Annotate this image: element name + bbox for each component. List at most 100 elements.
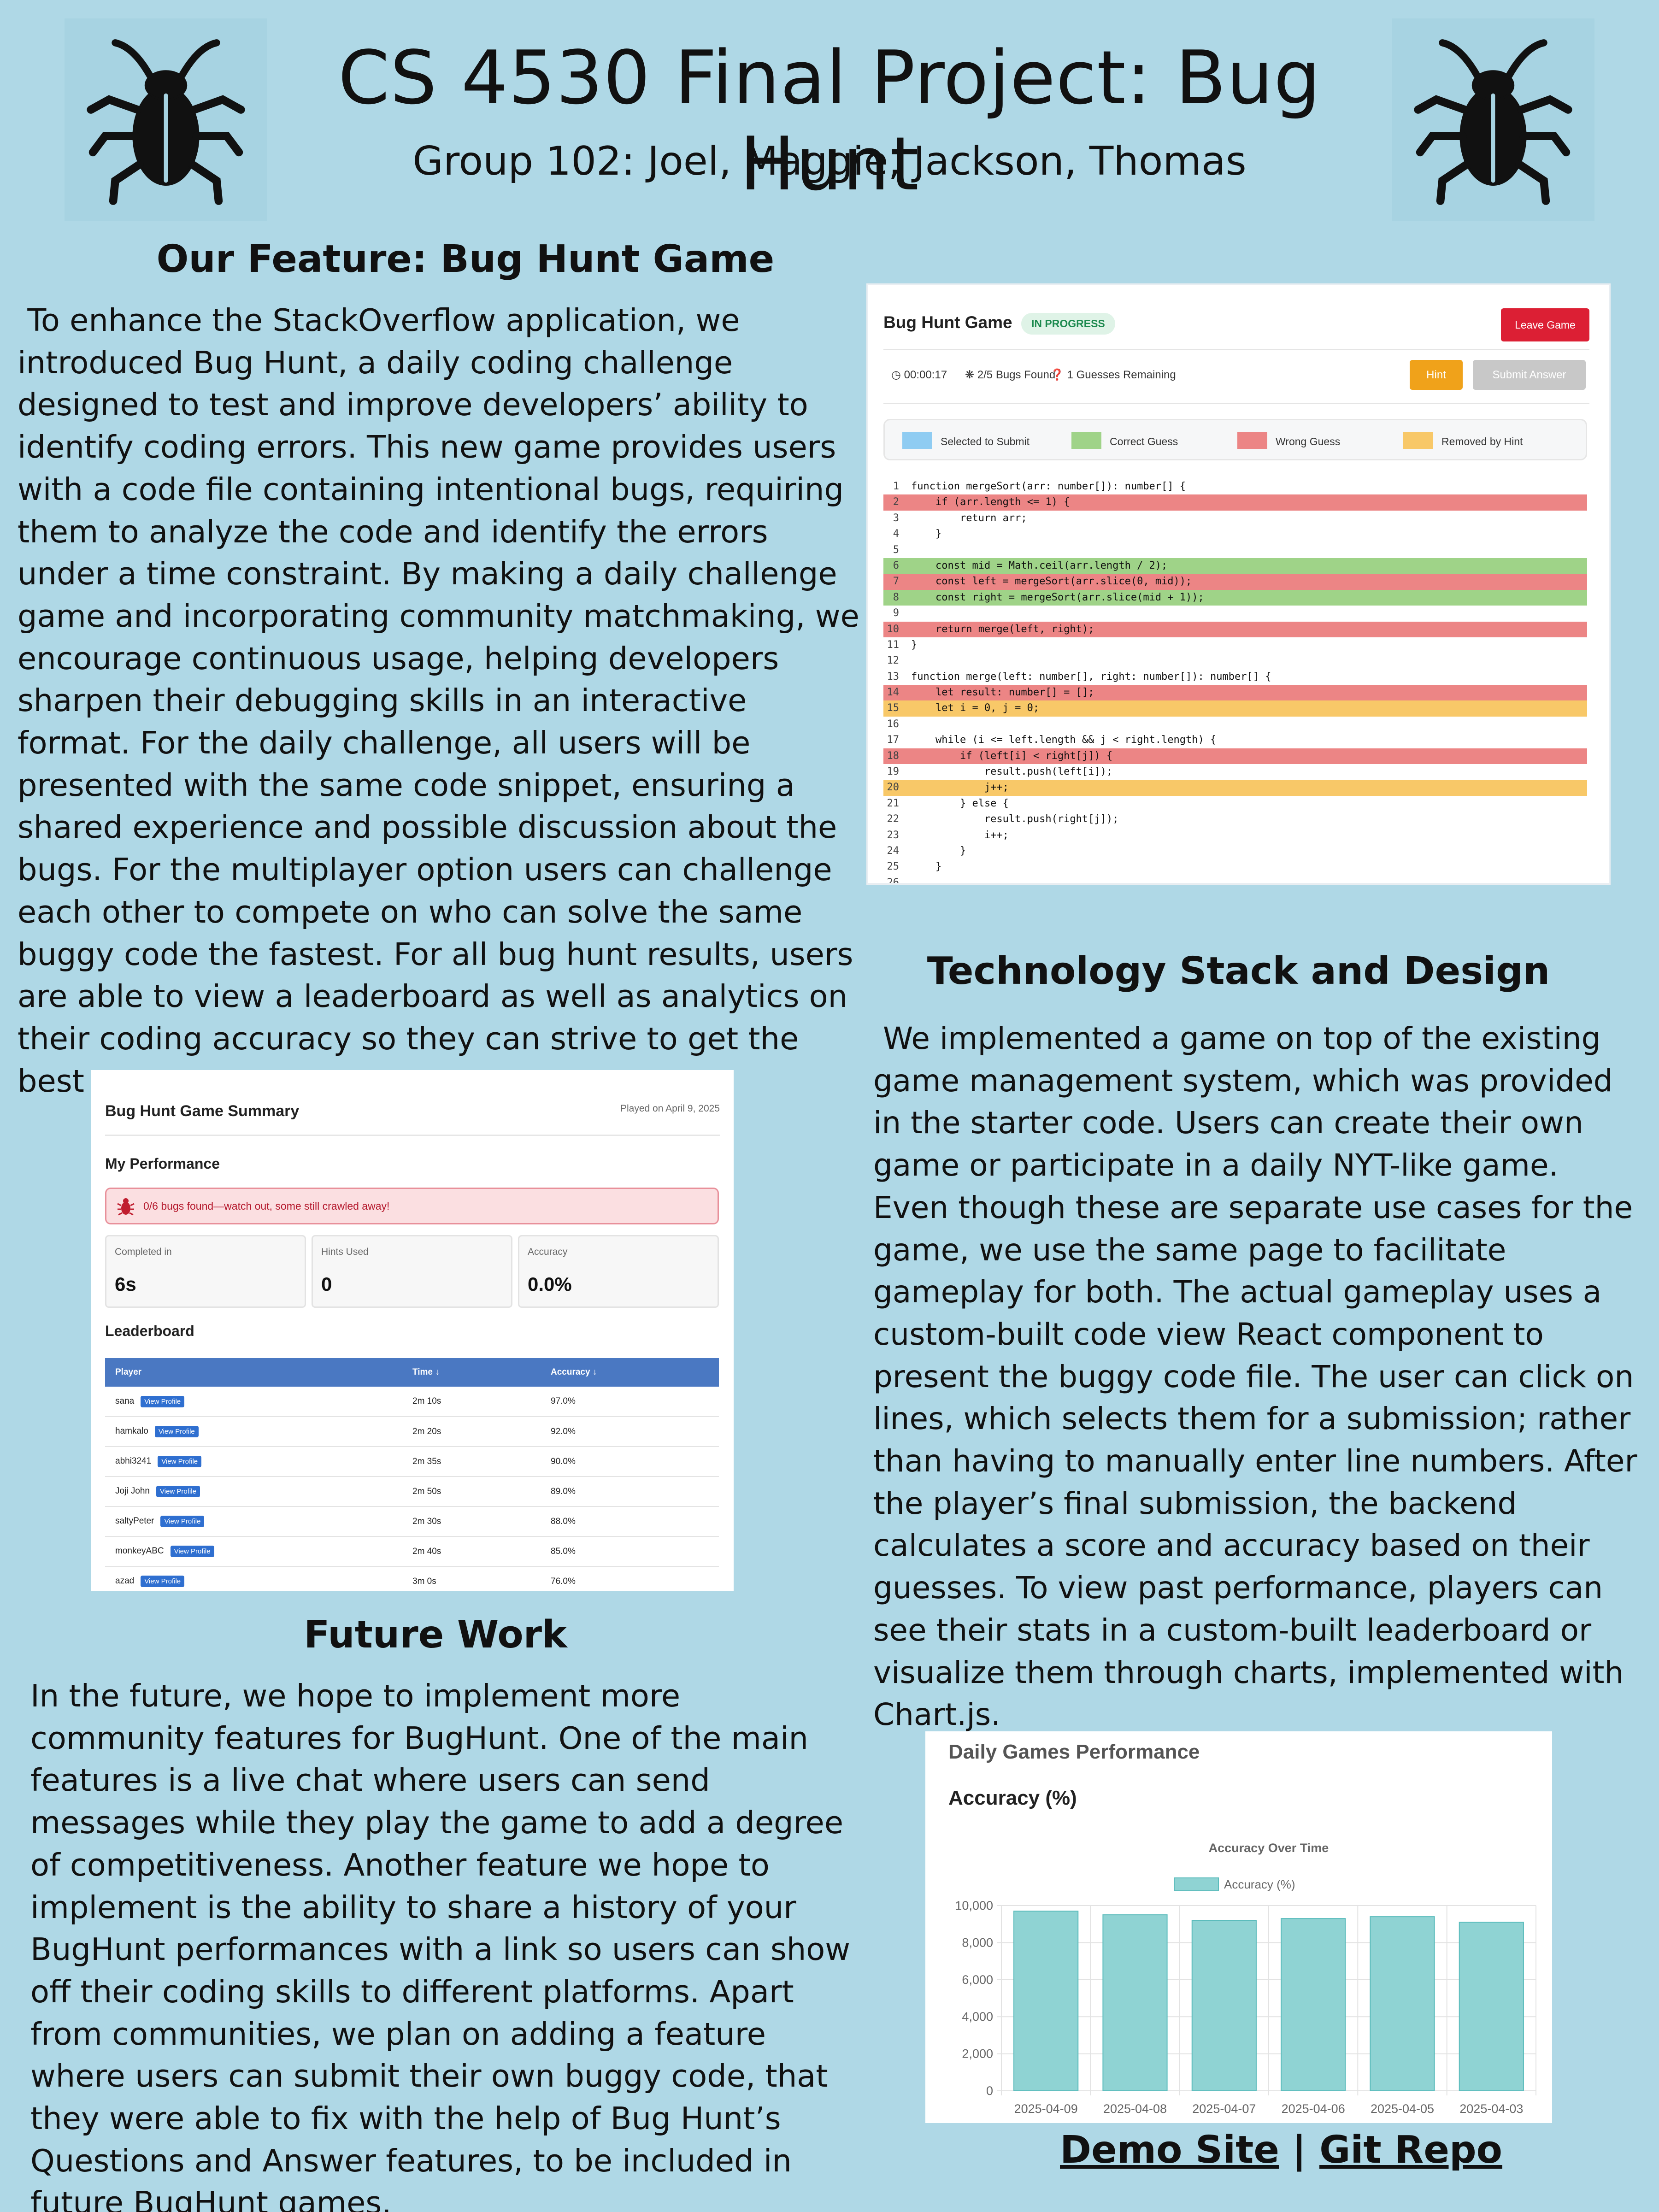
x-tick-label: 2025-04-07 <box>1192 2102 1256 2116</box>
demo-site-link[interactable]: Demo Site <box>1060 2128 1279 2172</box>
line-number: 5 <box>893 544 899 556</box>
column-player[interactable]: Player <box>105 1358 402 1387</box>
table-row: azad View Profile 3m 0s 76.0% <box>105 1566 719 1591</box>
table-row: Joji John View Profile 2m 50s 89.0% <box>105 1477 719 1507</box>
stat-value: 0.0% <box>528 1273 572 1295</box>
code-line[interactable]: 1 function mergeSort(arr: number[]): numb… <box>883 479 1587 494</box>
line-number: 6 <box>893 559 899 571</box>
code-line[interactable]: 14 let result: number[] = []; <box>883 685 1587 701</box>
code-line[interactable]: 11} <box>883 637 1587 653</box>
view-profile-button[interactable]: View Profile <box>141 1395 185 1407</box>
table-row: monkeyABC View Profile 2m 40s 85.0% <box>105 1536 719 1567</box>
line-number: 15 <box>887 702 900 714</box>
code-line[interactable]: 2 if (arr.length <= 1) { <box>883 494 1587 511</box>
bugs-found-value: 2/5 Bugs Found <box>977 369 1056 381</box>
line-text: return arr; <box>911 512 1027 524</box>
legend-item: Wrong Guess <box>1237 432 1341 449</box>
player-cell: abhi3241 View Profile <box>105 1447 402 1477</box>
player-name: Joji John <box>115 1486 150 1496</box>
legend-label: Accuracy (%) <box>1224 1877 1295 1891</box>
accuracy-cell: 97.0% <box>541 1387 719 1417</box>
line-text: return merge(left, right); <box>911 623 1094 635</box>
bar <box>1370 1916 1435 2091</box>
code-line[interactable]: 24 } <box>883 843 1587 859</box>
time-cell: 2m 30s <box>402 1506 541 1537</box>
view-profile-button[interactable]: View Profile <box>156 1486 200 1497</box>
view-profile-button[interactable]: View Profile <box>160 1516 205 1527</box>
guesses-value: 1 Guesses Remaining <box>1067 369 1176 381</box>
line-text: function merge(left: number[], right: nu… <box>911 671 1271 682</box>
code-line[interactable]: 6 const mid = Math.ceil(arr.length / 2); <box>883 558 1587 574</box>
code-line[interactable]: 19 result.push(left[i]); <box>883 764 1587 780</box>
code-line[interactable]: 10 return merge(left, right); <box>883 621 1587 637</box>
code-line[interactable]: 5 <box>883 542 1587 558</box>
code-line[interactable]: 22 result.push(right[j]); <box>883 812 1587 827</box>
stat-value: 6s <box>115 1273 136 1295</box>
y-tick-label: 6,000 <box>962 1973 993 1987</box>
bug-hunt-game-screenshot: Bug Hunt Game IN PROGRESS Leave Game ◷ 0… <box>866 283 1611 885</box>
bar <box>1102 1914 1168 2091</box>
bug-icon-right <box>1392 18 1594 221</box>
line-number: 25 <box>887 861 900 873</box>
git-repo-link[interactable]: Git Repo <box>1319 2128 1503 2172</box>
bar <box>1013 1911 1079 2091</box>
code-line[interactable]: 7 const left = mergeSort(arr.slice(0, mi… <box>883 574 1587 590</box>
line-number: 14 <box>887 687 900 699</box>
leave-game-button[interactable]: Leave Game <box>1501 308 1589 341</box>
code-line[interactable]: 26 <box>883 875 1587 883</box>
y-tick-label: 2,000 <box>962 2047 993 2061</box>
line-text: const mid = Math.ceil(arr.length / 2); <box>911 559 1168 571</box>
code-line[interactable]: 18 if (left[i] < right[j]) { <box>883 748 1587 765</box>
bar <box>1281 1918 1346 2091</box>
line-text: while (i <= left.length && j < right.len… <box>911 734 1217 746</box>
code-line[interactable]: 20 j++; <box>883 780 1587 796</box>
code-line[interactable]: 15 let i = 0, j = 0; <box>883 700 1587 717</box>
stat-hints: Hints Used 0 <box>312 1235 512 1308</box>
hint-button[interactable]: Hint <box>1410 360 1463 390</box>
player-name: saltyPeter <box>115 1516 154 1526</box>
future-body: In the future, we hope to implement more… <box>30 1678 860 2212</box>
view-profile-button[interactable]: View Profile <box>154 1426 199 1437</box>
view-profile-button[interactable]: View Profile <box>158 1456 202 1467</box>
player-name: abhi3241 <box>115 1456 152 1466</box>
line-number: 17 <box>887 734 900 746</box>
code-line[interactable]: 12 <box>883 653 1587 669</box>
time-cell: 2m 50s <box>402 1477 541 1507</box>
line-text: } <box>911 639 918 651</box>
time-cell: 2m 10s <box>402 1387 541 1417</box>
player-cell: Joji John View Profile <box>105 1477 402 1507</box>
code-line[interactable]: 21 } else { <box>883 796 1587 812</box>
table-row: saltyPeter View Profile 2m 30s 88.0% <box>105 1506 719 1537</box>
column-time[interactable]: Time ↓ <box>402 1358 541 1387</box>
line-text: } <box>911 845 966 857</box>
result-alert: 0/6 bugs found—watch out, some still cra… <box>105 1188 719 1224</box>
line-number: 4 <box>893 528 899 540</box>
view-profile-button[interactable]: View Profile <box>141 1576 185 1587</box>
submit-answer-button[interactable]: Submit Answer <box>1473 360 1586 390</box>
stat-completed: Completed in 6s <box>105 1235 306 1308</box>
code-line[interactable]: 3 return arr; <box>883 511 1587 526</box>
line-number: 13 <box>887 671 900 682</box>
divider <box>105 1135 720 1136</box>
code-line[interactable]: 9 <box>883 606 1587 621</box>
column-accuracy[interactable]: Accuracy ↓ <box>541 1358 719 1387</box>
line-text: result.push(right[j]); <box>911 813 1119 825</box>
code-line[interactable]: 23 i++; <box>883 828 1587 843</box>
time-cell: 3m 0s <box>402 1566 541 1591</box>
view-profile-button[interactable]: View Profile <box>170 1546 214 1557</box>
bug-alert-icon <box>117 1198 135 1216</box>
leaderboard-heading: Leaderboard <box>105 1323 194 1339</box>
chart-title: Accuracy Over Time <box>1209 1841 1329 1855</box>
line-text: } <box>911 861 942 873</box>
x-tick-label: 2025-04-09 <box>1014 2102 1078 2116</box>
code-line[interactable]: 4 } <box>883 526 1587 542</box>
y-tick-label: 10,000 <box>955 1899 993 1912</box>
code-line[interactable]: 16 <box>883 717 1587 732</box>
code-line[interactable]: 13 function merge(left: number[], right: … <box>883 669 1587 685</box>
x-tick-label: 2025-04-06 <box>1282 2102 1345 2116</box>
code-line[interactable]: 25 } <box>883 859 1587 875</box>
legend-label: Wrong Guess <box>1276 435 1341 447</box>
code-line[interactable]: 17 while (i <= left.length && j < right.… <box>883 732 1587 748</box>
code-line[interactable]: 8 const right = mergeSort(arr.slice(mid … <box>883 589 1587 606</box>
x-tick-label: 2025-04-08 <box>1103 2102 1167 2116</box>
